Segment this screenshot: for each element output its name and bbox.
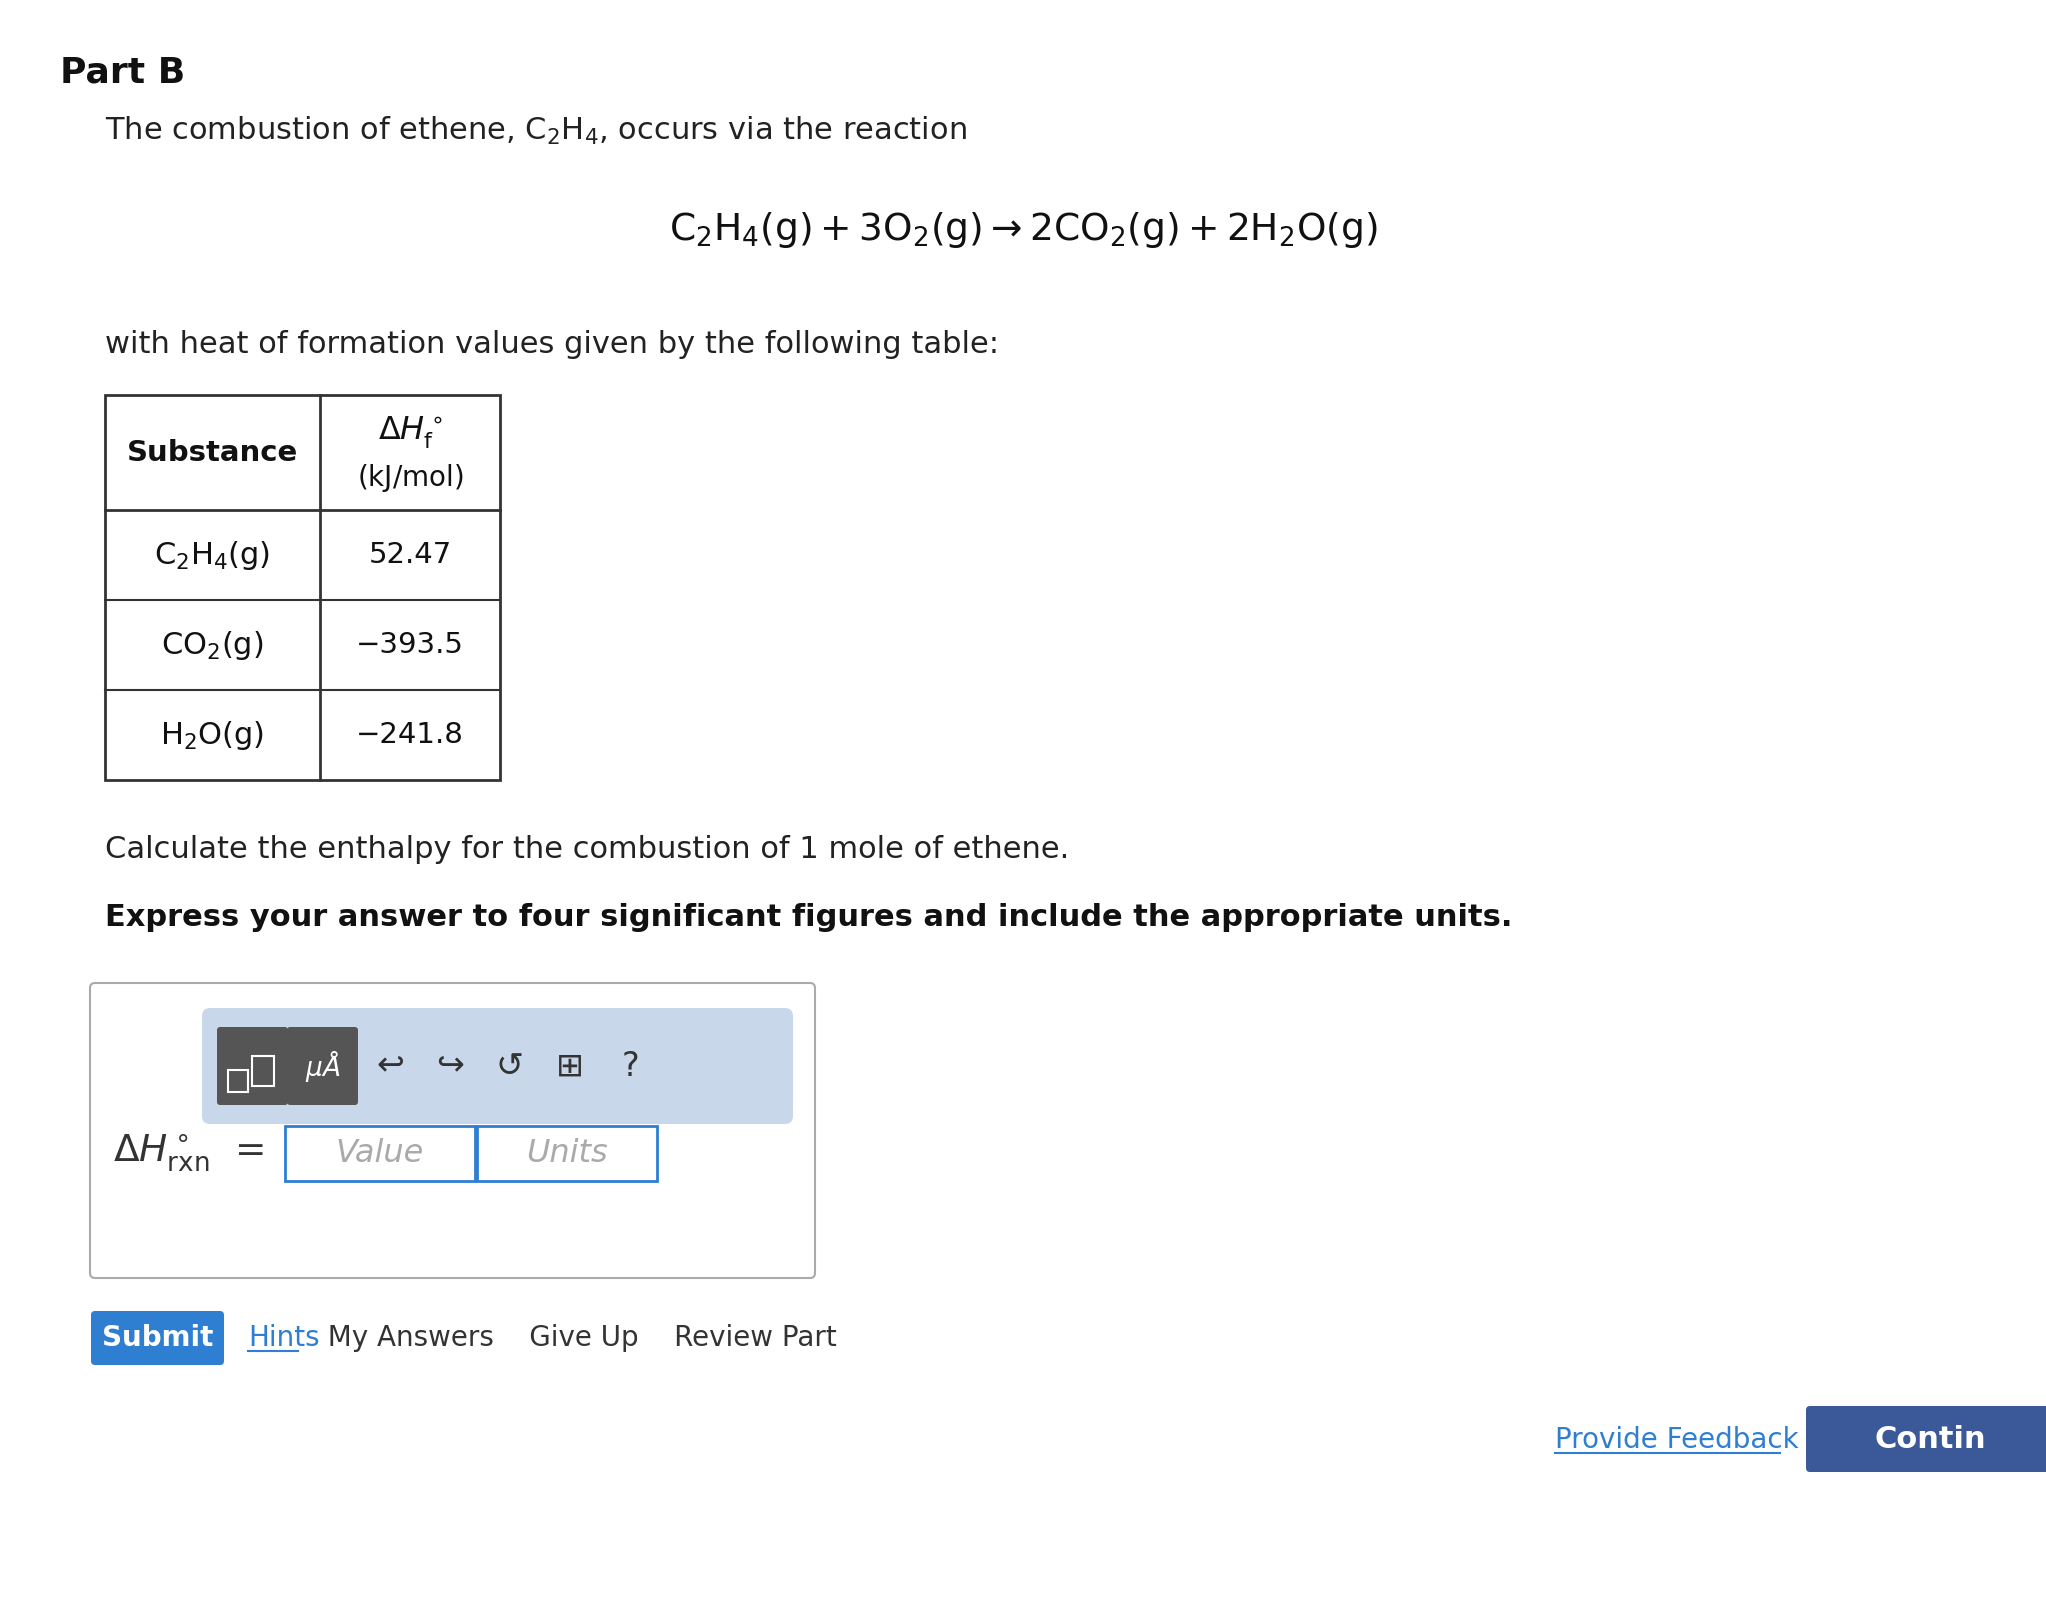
Text: Calculate the enthalpy for the combustion of 1 mole of ethene.: Calculate the enthalpy for the combustio… xyxy=(104,835,1070,863)
Text: Submit: Submit xyxy=(102,1324,213,1351)
Text: $\mathrm{C_2H_4(g)}$: $\mathrm{C_2H_4(g)}$ xyxy=(153,539,270,571)
Text: The combustion of ethene, $\mathrm{C_2H_4}$, occurs via the reaction: The combustion of ethene, $\mathrm{C_2H_… xyxy=(104,116,968,148)
Text: ?: ? xyxy=(622,1050,638,1082)
Text: ↺: ↺ xyxy=(495,1050,524,1082)
FancyBboxPatch shape xyxy=(286,1027,358,1104)
FancyBboxPatch shape xyxy=(217,1027,288,1104)
Text: Part B: Part B xyxy=(59,55,186,88)
Text: (kJ$/$mol): (kJ$/$mol) xyxy=(356,462,462,494)
Bar xyxy=(104,395,499,780)
Text: Units: Units xyxy=(526,1138,608,1168)
Text: $\mathrm{C_2H_4(g) + 3O_2(g) \rightarrow 2CO_2(g) + 2H_2O(g)}$: $\mathrm{C_2H_4(g) + 3O_2(g) \rightarrow… xyxy=(669,210,1377,250)
Text: Hints: Hints xyxy=(248,1324,319,1351)
FancyBboxPatch shape xyxy=(90,982,814,1278)
Text: Value: Value xyxy=(336,1138,424,1168)
FancyBboxPatch shape xyxy=(1807,1406,2046,1472)
Text: with heat of formation values given by the following table:: with heat of formation values given by t… xyxy=(104,331,998,360)
Text: ↩: ↩ xyxy=(376,1050,403,1082)
FancyBboxPatch shape xyxy=(203,1008,794,1124)
Text: Express your answer to four significant figures and include the appropriate unit: Express your answer to four significant … xyxy=(104,904,1512,933)
Text: Provide Feedback: Provide Feedback xyxy=(1555,1425,1798,1454)
Text: $\Delta H^\circ_{\mathrm{rxn}}$  =: $\Delta H^\circ_{\mathrm{rxn}}$ = xyxy=(113,1132,264,1173)
Text: $\mathrm{H_2O(g)}$: $\mathrm{H_2O(g)}$ xyxy=(160,719,264,751)
Text: $\Delta H^\circ_{\mathrm{f}}$: $\Delta H^\circ_{\mathrm{f}}$ xyxy=(379,414,442,451)
Text: $\mathrm{CO_2(g)}$: $\mathrm{CO_2(g)}$ xyxy=(162,629,264,661)
Bar xyxy=(477,1125,657,1181)
Bar xyxy=(252,1056,274,1087)
Text: ↪: ↪ xyxy=(436,1050,464,1082)
Bar xyxy=(227,1071,248,1091)
Text: Substance: Substance xyxy=(127,438,299,467)
Text: −241.8: −241.8 xyxy=(356,721,464,750)
Text: 52.47: 52.47 xyxy=(368,541,452,570)
Text: Contin: Contin xyxy=(1874,1425,1987,1454)
Bar xyxy=(284,1125,475,1181)
FancyBboxPatch shape xyxy=(90,1311,223,1364)
Text: ⊞: ⊞ xyxy=(557,1050,583,1082)
Text: $\mu\AA$: $\mu\AA$ xyxy=(305,1048,340,1083)
Text: My Answers    Give Up    Review Part: My Answers Give Up Review Part xyxy=(311,1324,837,1351)
Text: −393.5: −393.5 xyxy=(356,631,464,660)
